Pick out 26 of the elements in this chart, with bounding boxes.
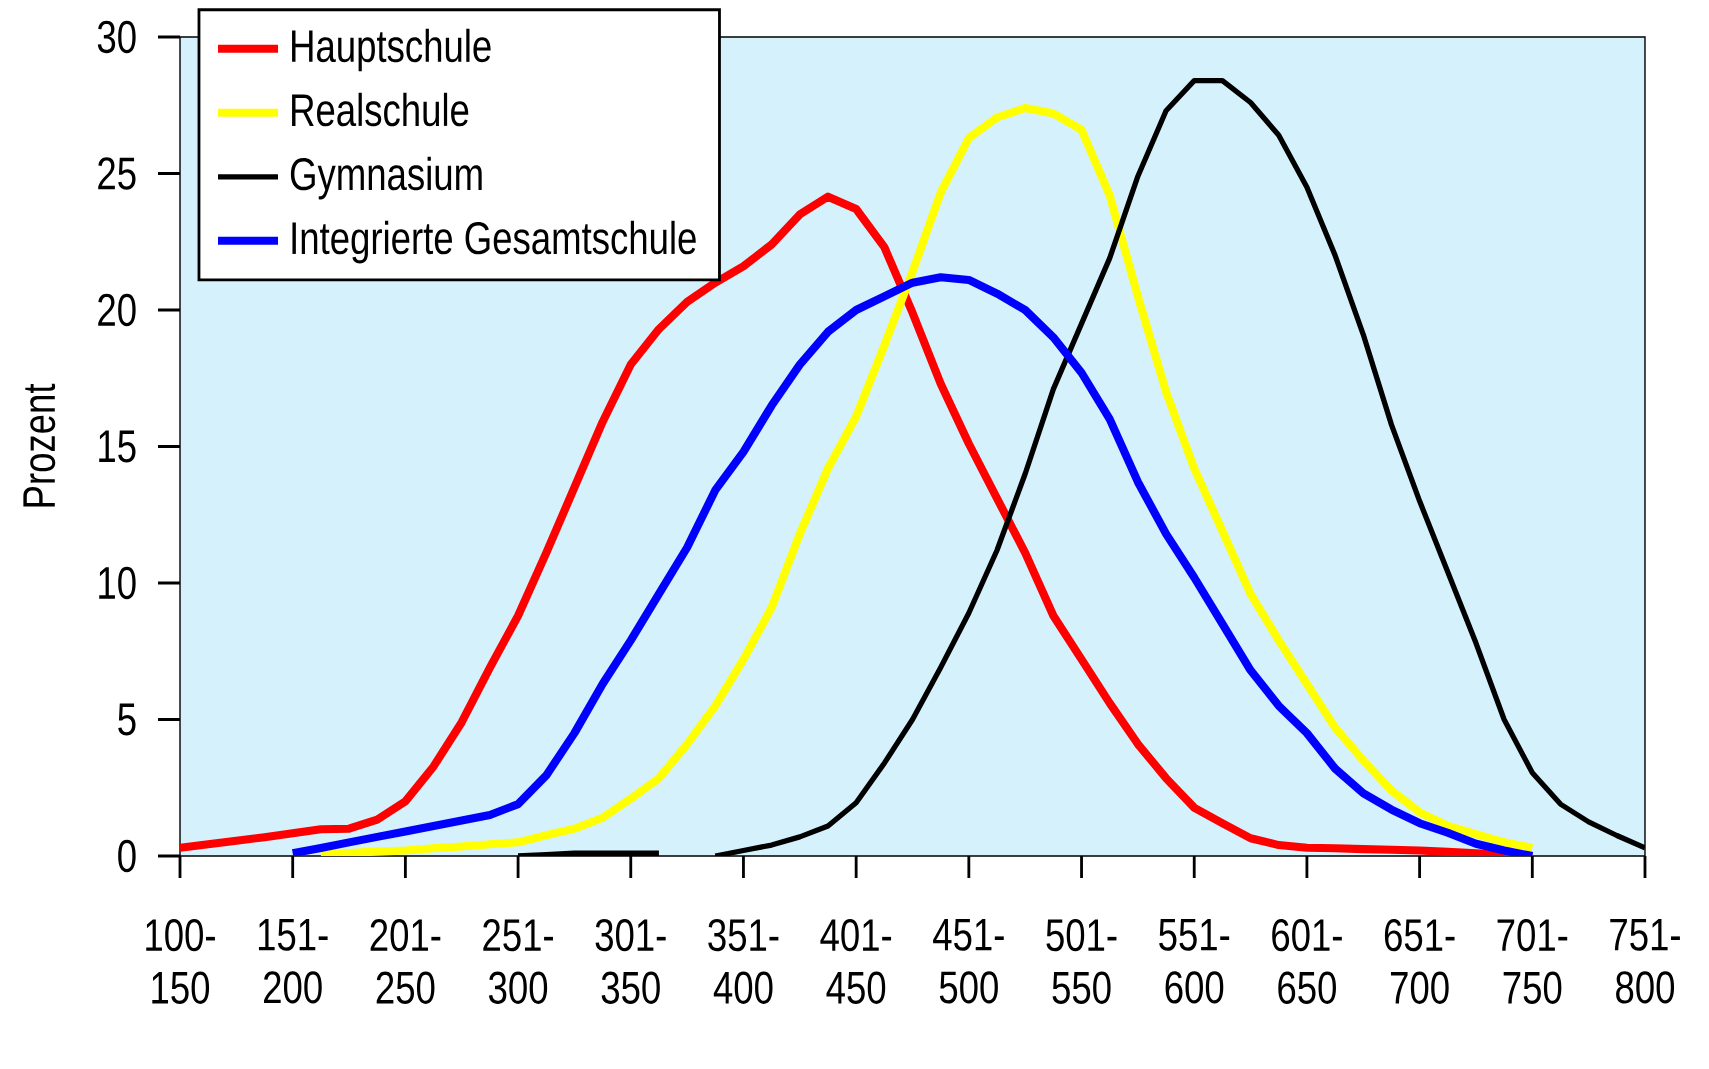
- y-tick-label: 15: [99, 430, 136, 463]
- y-tick-label: 30: [97, 20, 136, 54]
- x-tick-label: 601-650: [1272, 918, 1342, 1004]
- y-tick-label: 20: [98, 293, 136, 327]
- x-tick-label: 501-550: [1046, 918, 1117, 1004]
- x-tick-label: 201-250: [370, 918, 441, 1004]
- y-tick-label: 25: [98, 157, 136, 190]
- legend-label: Integrierte Gesamtschule: [292, 220, 696, 264]
- x-tick-label: 551-600: [1159, 918, 1230, 1004]
- legend-label: Realschule: [292, 92, 469, 127]
- y-tick-label: 0: [118, 839, 136, 873]
- x-tick-label: 301-350: [595, 918, 666, 1004]
- y-tick-label: 10: [99, 566, 136, 600]
- x-tick-label: 151-200: [258, 918, 328, 1004]
- legend-label: Hauptschule: [292, 28, 491, 72]
- legend-label: Gymnasium: [290, 156, 482, 200]
- y-axis-title: Prozent: [23, 383, 56, 507]
- x-tick-label: 100-150: [146, 918, 215, 1004]
- x-tick-label: 401-450: [820, 918, 892, 1004]
- x-tick-label: 351-400: [708, 918, 779, 1004]
- x-tick-label: 651-700: [1384, 918, 1455, 1004]
- x-tick-label: 251-300: [483, 918, 553, 1004]
- x-tick-label: 751-800: [1610, 918, 1680, 1004]
- x-tick-label: 701-750: [1497, 918, 1568, 1004]
- y-tick-label: 5: [118, 703, 136, 736]
- x-tick-label: 451-500: [933, 918, 1004, 1004]
